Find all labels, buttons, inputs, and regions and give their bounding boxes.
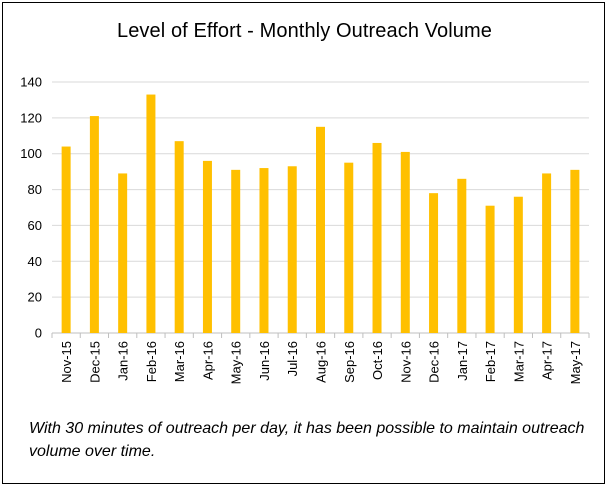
x-tick-label: Feb-16 (144, 341, 159, 382)
x-tick-label: Apr-16 (200, 341, 215, 380)
bar (287, 166, 297, 333)
x-tick-label: Nov-15 (59, 341, 74, 383)
bar (400, 151, 410, 333)
x-tick-label: Oct-16 (370, 341, 385, 380)
x-tick-label: Jun-16 (257, 341, 272, 381)
bar (174, 141, 184, 333)
y-tick-label: 60 (28, 218, 42, 233)
bar (344, 162, 354, 333)
bar (146, 94, 156, 333)
y-tick-label: 80 (28, 182, 42, 197)
y-tick-label: 40 (28, 254, 42, 269)
x-tick-label: Sep-16 (342, 341, 357, 383)
bar (89, 116, 99, 333)
x-tick-label: Apr-17 (540, 341, 555, 380)
bar (513, 196, 523, 333)
bar (542, 173, 552, 333)
y-tick-label: 100 (20, 146, 42, 161)
bar (485, 205, 495, 333)
bar (61, 146, 71, 333)
bar (118, 173, 128, 333)
x-tick-label: Dec-15 (87, 341, 102, 383)
bar (231, 169, 241, 333)
bar (316, 126, 325, 333)
bar (259, 168, 269, 333)
y-tick-label: 0 (35, 326, 42, 341)
x-tick-label: Jul-16 (285, 341, 300, 376)
x-tick-label: Mar-17 (511, 341, 526, 382)
x-tick-label: Mar-16 (172, 341, 187, 382)
x-tick-label: Nov-16 (398, 341, 413, 383)
x-tick-label: Aug-16 (314, 341, 329, 383)
bar (202, 160, 212, 333)
y-tick-label: 140 (20, 75, 42, 90)
x-tick-label: May-16 (229, 341, 244, 384)
x-tick-label: Jan-17 (455, 341, 470, 381)
y-tick-label: 20 (28, 290, 42, 305)
x-tick-label: Dec-16 (427, 341, 442, 383)
chart-title: Level of Effort - Monthly Outreach Volum… (116, 20, 493, 42)
x-tick-label: May-17 (568, 341, 583, 384)
y-tick-label: 120 (20, 110, 42, 125)
x-tick-label: Jan-16 (116, 341, 131, 381)
bar (570, 169, 580, 333)
chart-frame: Level of Effort - Monthly Outreach Volum… (2, 2, 605, 484)
bar (372, 142, 382, 333)
x-tick-label: Feb-17 (483, 341, 498, 382)
bar-chart: 0 20 40 60 80 100 120 140 Nov-15 Dec-15 Jan-16 Feb-… (20, 75, 590, 384)
chart-caption: With 30 minutes of outreach per day, it … (29, 420, 585, 460)
bar (457, 178, 467, 333)
bar (429, 193, 439, 333)
